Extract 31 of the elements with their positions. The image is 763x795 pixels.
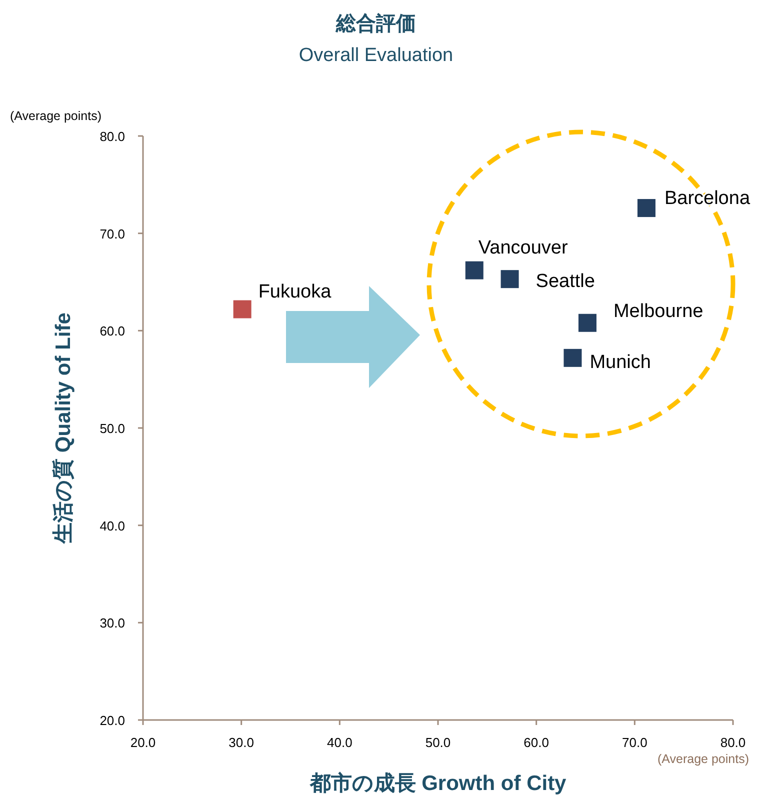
- x-axis-title: 都市の成長 Growth of City: [308, 771, 567, 795]
- y-tick-label: 50.0: [100, 421, 125, 436]
- x-tick-label: 50.0: [425, 735, 451, 750]
- point: [564, 348, 582, 367]
- x-tick-label: 70.0: [622, 735, 648, 750]
- x-tick-label: 20.0: [130, 735, 156, 750]
- x-tick-label: 30.0: [228, 735, 254, 750]
- chart-title: 総合評価: [335, 12, 416, 35]
- x-tick-label: 80.0: [720, 735, 746, 750]
- y-tick-label: 20.0: [100, 713, 125, 728]
- point: [233, 300, 252, 318]
- text: (Average points): [10, 109, 102, 123]
- chart-subtitle: Overall Evaluation: [298, 45, 454, 66]
- y-tick-label: 80.0: [100, 129, 125, 144]
- point: [500, 270, 519, 288]
- series-label: Vancouver: [478, 237, 568, 258]
- y-axis-title: 生活の質 Quality of Life: [51, 312, 75, 544]
- y-tick-label: 30.0: [100, 616, 125, 631]
- y-tick-label: 40.0: [100, 518, 125, 534]
- point: [578, 314, 596, 332]
- series-label: Seattle: [536, 271, 595, 292]
- series-label: Melbourne: [613, 300, 704, 322]
- point: [465, 261, 484, 280]
- y-tick-label: 60.0: [100, 324, 125, 339]
- series-label: Fukuoka: [258, 281, 332, 302]
- x-tick-label: 60.0: [524, 735, 549, 750]
- point: [637, 199, 656, 218]
- series-label: Munich: [590, 352, 651, 373]
- y-tick-label: 70.0: [100, 226, 125, 242]
- text: (Average points): [658, 752, 749, 766]
- x-tick-label: 40.0: [327, 735, 352, 750]
